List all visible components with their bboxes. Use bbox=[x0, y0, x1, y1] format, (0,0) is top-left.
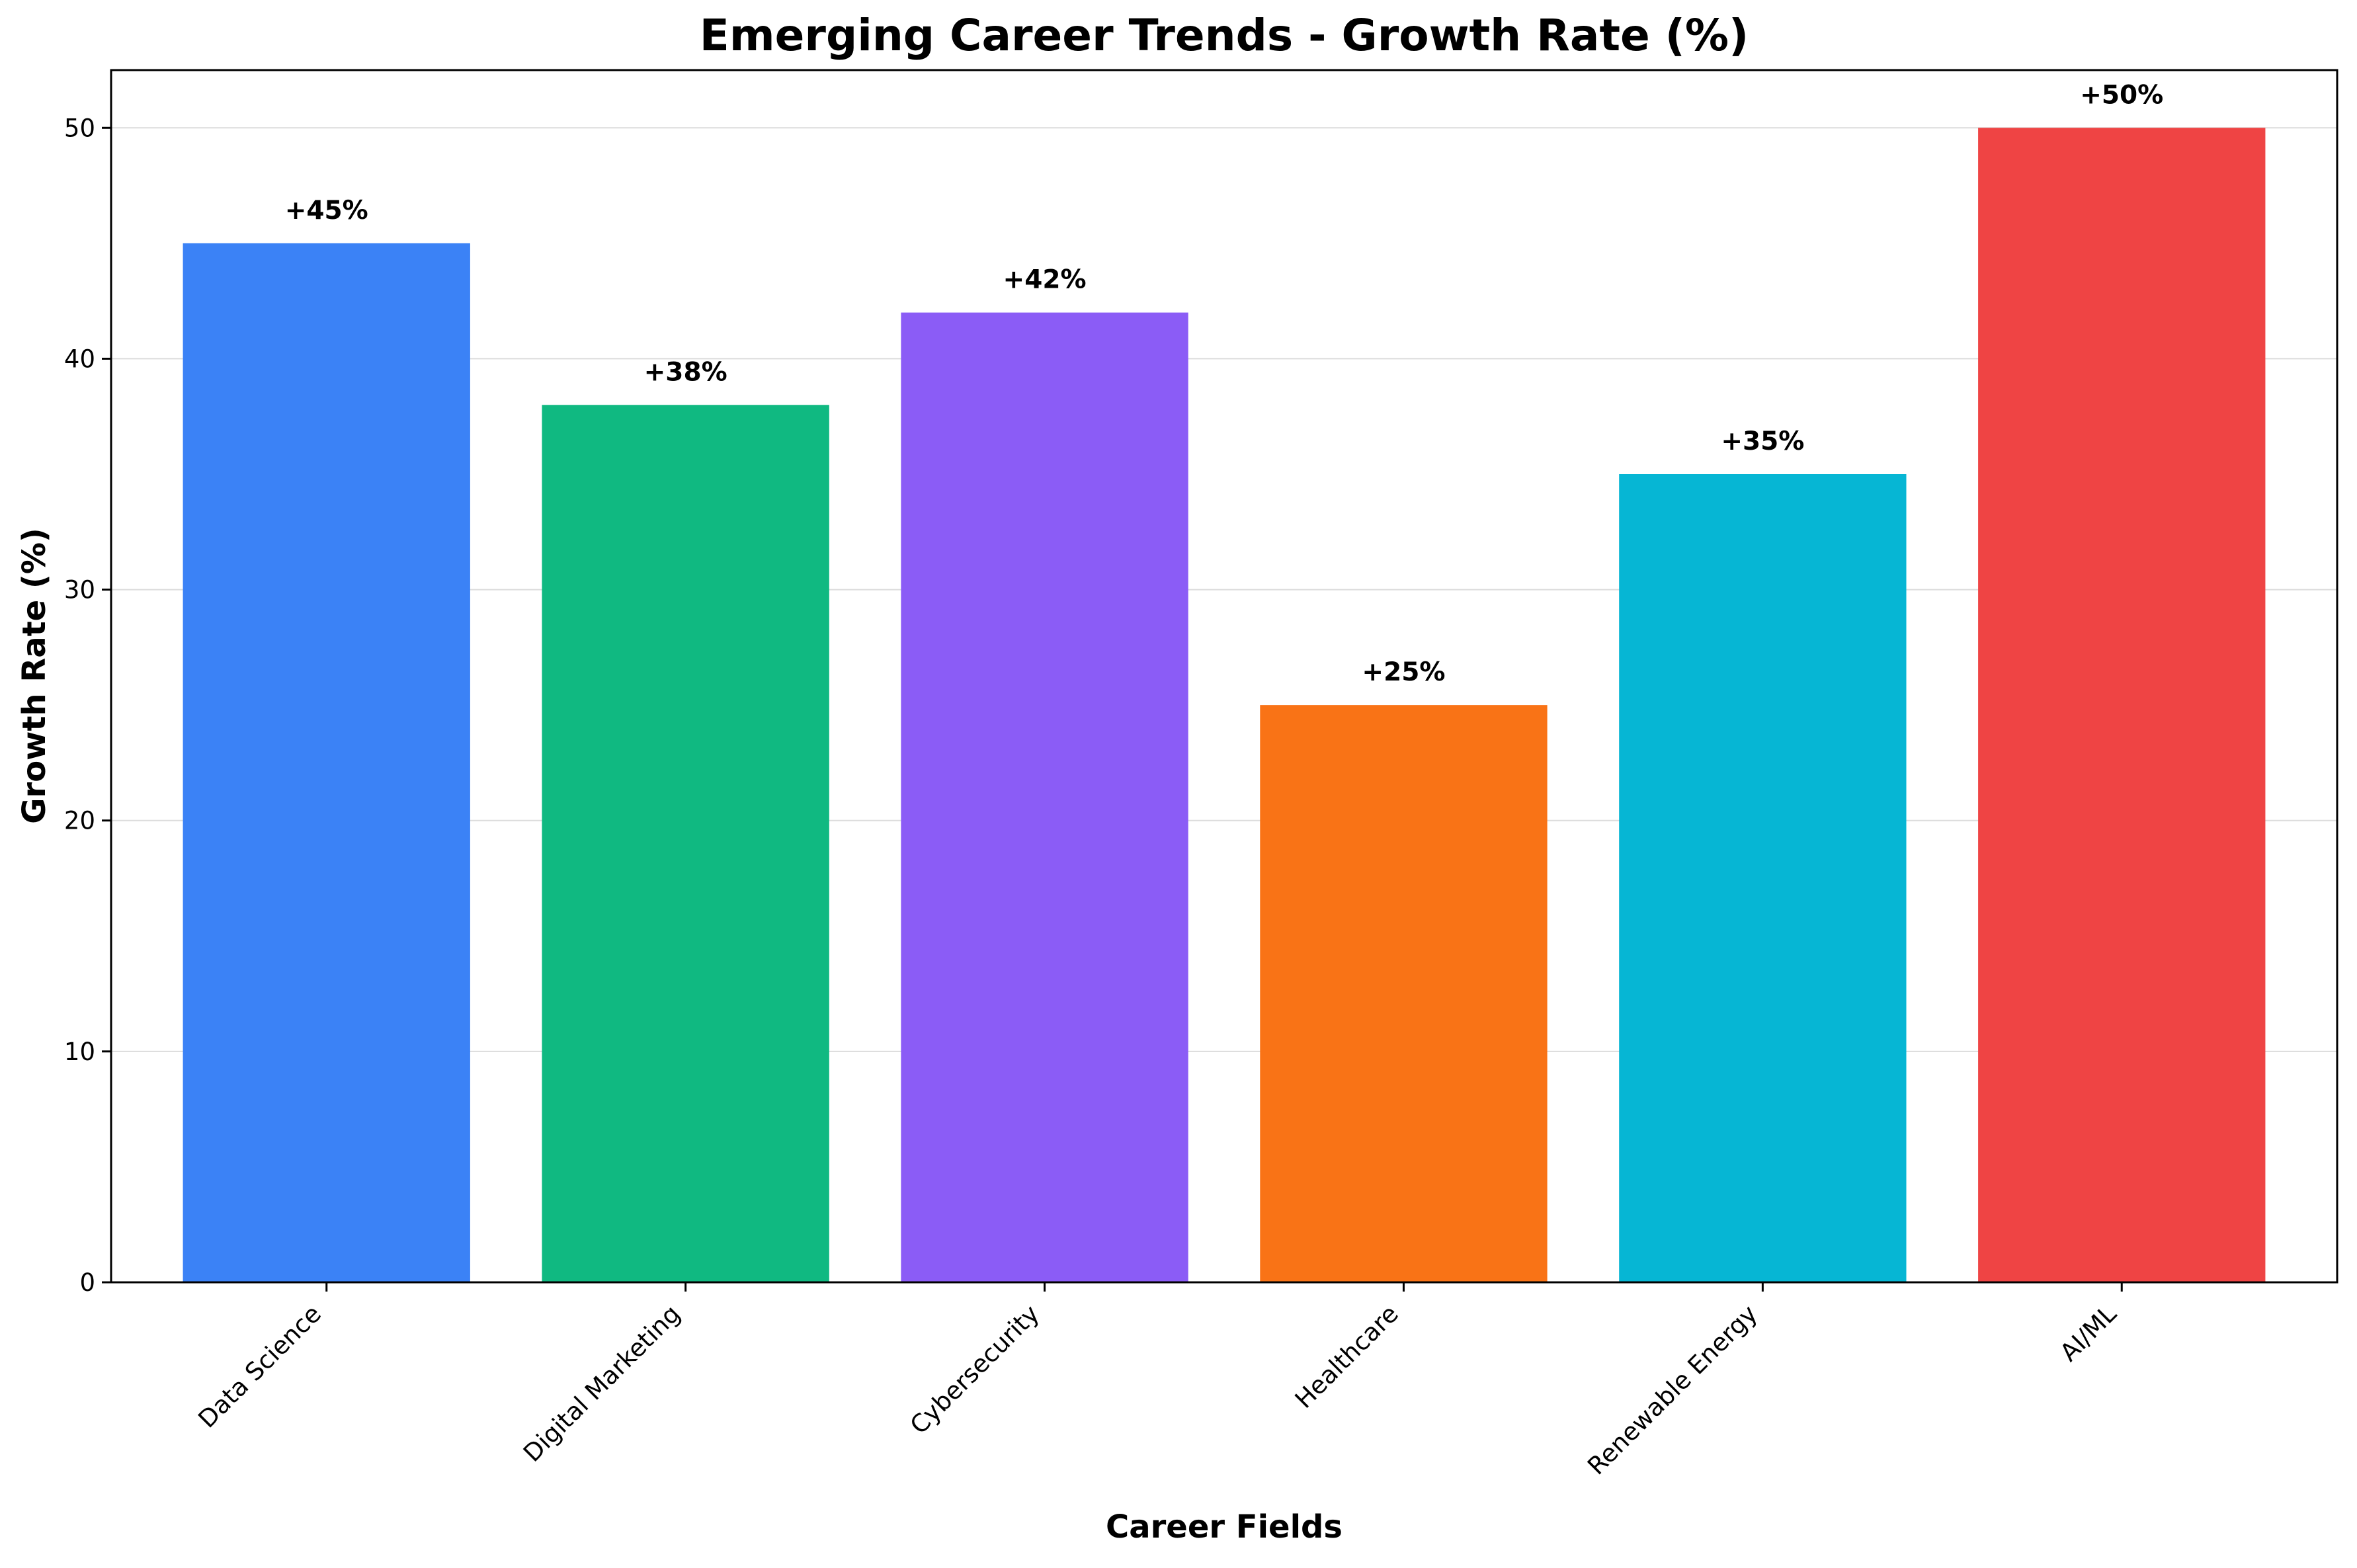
bar-digital-marketing bbox=[542, 405, 829, 1283]
data-label-0: +45% bbox=[285, 196, 368, 226]
data-label-3: +25% bbox=[1362, 657, 1445, 687]
bar-ai-ml bbox=[1978, 128, 2266, 1282]
y-tick-label-5: 50 bbox=[64, 114, 95, 142]
x-axis-label: Career Fields bbox=[1106, 1508, 1343, 1546]
bar-cybersecurity bbox=[901, 312, 1188, 1283]
y-axis-label: Growth Rate (%) bbox=[16, 528, 53, 824]
data-labels: +45% +38% +42% +25% +35% +50% bbox=[285, 80, 2164, 687]
y-tick-label-1: 10 bbox=[64, 1038, 95, 1066]
data-label-1: +38% bbox=[644, 357, 727, 387]
y-tick-label-3: 30 bbox=[64, 576, 95, 604]
bar-renewable-energy bbox=[1619, 474, 1907, 1282]
data-label-2: +42% bbox=[1003, 265, 1087, 295]
bars bbox=[183, 128, 2266, 1283]
y-tick-label-0: 0 bbox=[79, 1268, 95, 1297]
data-label-4: +35% bbox=[1721, 427, 1804, 456]
chart-title: Emerging Career Trends - Growth Rate (%) bbox=[700, 10, 1749, 61]
bar-data-science bbox=[183, 243, 470, 1282]
y-axis-ticks: 0 10 20 30 40 50 bbox=[64, 114, 111, 1297]
bar-healthcare bbox=[1260, 705, 1548, 1282]
y-tick-label-4: 40 bbox=[64, 345, 95, 373]
y-tick-label-2: 20 bbox=[64, 807, 95, 835]
plot-frame bbox=[110, 69, 2338, 1284]
data-label-5: +50% bbox=[2080, 80, 2163, 110]
